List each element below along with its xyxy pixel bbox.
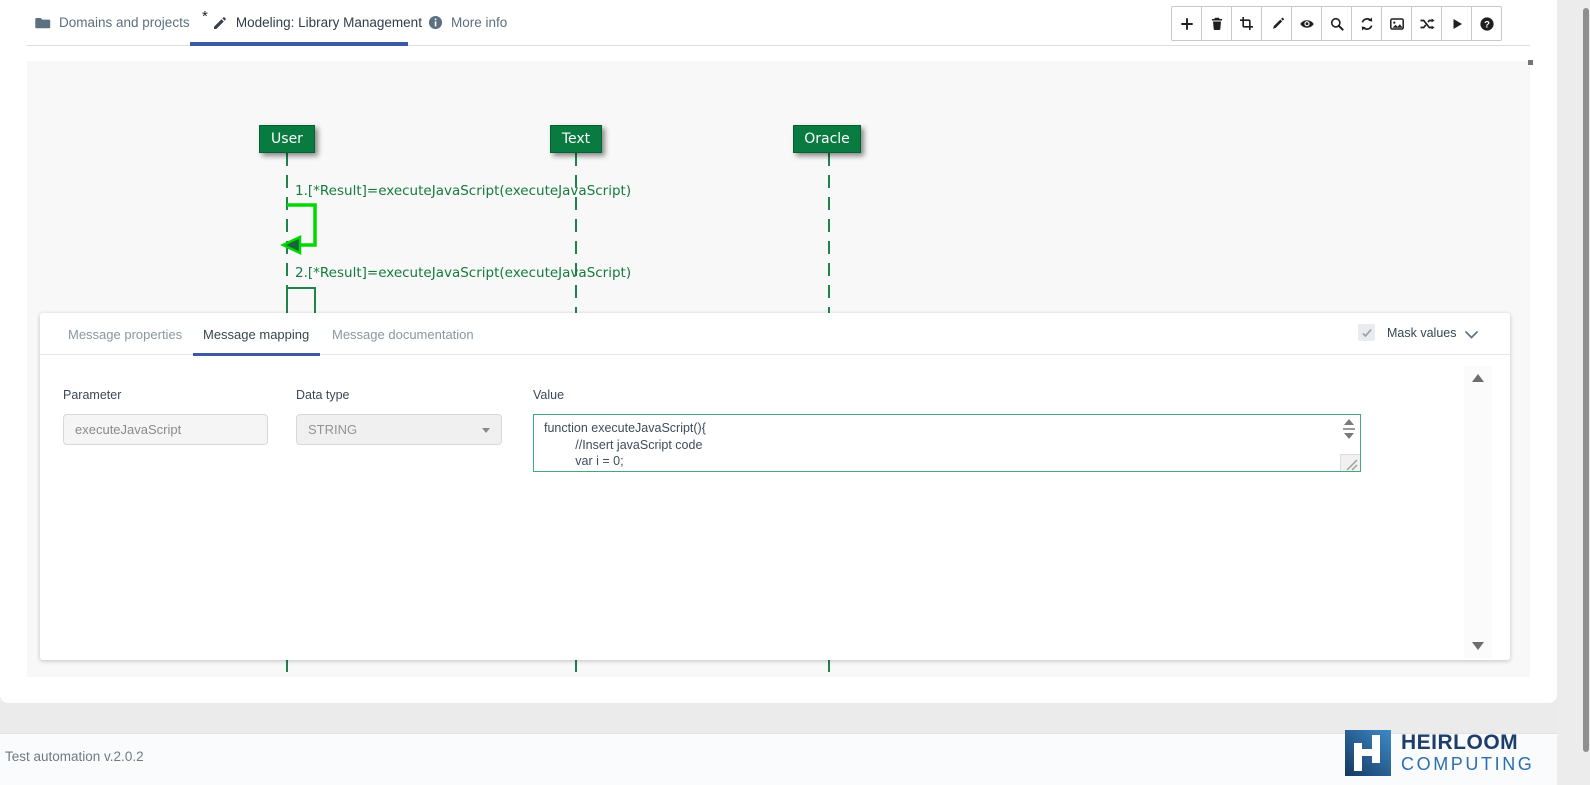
data-type-select-value: STRING [308, 422, 358, 437]
tab-message-properties-label: Message properties [68, 326, 183, 342]
message-2-self-loop[interactable] [287, 287, 316, 317]
plus-icon [1180, 17, 1193, 30]
pencil-icon [213, 16, 226, 29]
logo-line2: COMPUTING [1401, 754, 1535, 774]
parameter-label: Parameter [63, 388, 122, 402]
chevron-down-icon [1464, 330, 1479, 339]
scroll-down-arrow-icon[interactable] [1472, 642, 1484, 650]
panel-active-tab-underline [193, 353, 320, 356]
tab-domains-and-projects[interactable]: Domains and projects [35, 0, 190, 45]
crop-icon [1239, 16, 1253, 30]
eye-icon [1299, 19, 1314, 28]
heirloom-logo-icon [1345, 730, 1391, 776]
logo-text: HEIRLOOM COMPUTING [1401, 731, 1535, 775]
tab-message-properties[interactable]: Message properties [68, 313, 182, 355]
tab-modeling-label: Modeling: Library Management [235, 15, 422, 30]
message-1-label[interactable]: 1.[*Result]=executeJavaScript(executeJav… [295, 183, 632, 199]
data-type-select[interactable]: STRING [296, 414, 502, 445]
info-icon [428, 15, 443, 30]
help-icon: ? [1479, 16, 1494, 31]
active-tab-underline [190, 42, 408, 46]
collapse-panel-button[interactable] [1464, 327, 1479, 345]
mask-values-control[interactable]: Mask values [1358, 324, 1456, 341]
tab-modeling[interactable]: * Modeling: Library Management [202, 0, 422, 45]
lifeline-user-label: User [271, 131, 303, 147]
tab-bar-divider [27, 45, 1530, 46]
tab-message-mapping[interactable]: Message mapping [203, 313, 309, 355]
folder-icon [35, 17, 51, 28]
value-code-editor[interactable]: function executeJavaScript(){ //Insert j… [533, 414, 1361, 472]
add-button[interactable] [1171, 6, 1202, 41]
trash-icon [1211, 17, 1222, 30]
magic-wand-button[interactable] [1261, 6, 1292, 41]
value-scroll-stepper[interactable] [1343, 419, 1355, 439]
stepper-down-icon [1344, 432, 1354, 439]
svg-text:?: ? [1484, 19, 1490, 30]
preview-button[interactable] [1291, 6, 1322, 41]
lifeline-text-label: Text [561, 131, 591, 147]
tab-message-mapping-label: Message mapping [203, 326, 310, 342]
tab-more-info-label: More info [451, 15, 508, 30]
panel-scrollbar[interactable] [1464, 366, 1492, 658]
stepper-up-icon [1344, 419, 1354, 425]
parameter-input[interactable]: executeJavaScript [63, 414, 268, 445]
lifeline-head-user[interactable]: User [259, 125, 315, 153]
tab-domains-label: Domains and projects [59, 15, 190, 30]
window-scrollbar-thumb[interactable] [1583, 8, 1589, 752]
window-scrollbar-track[interactable] [1557, 0, 1590, 785]
lifeline-oracle-label: Oracle [804, 131, 850, 147]
message-1-arrowhead [280, 235, 302, 255]
play-icon [1453, 18, 1462, 29]
textarea-resize-grip[interactable] [1340, 454, 1360, 471]
unsaved-changes-marker: * [202, 8, 208, 25]
logo-line1: HEIRLOOM [1401, 731, 1519, 754]
app-version-text: Test automation v.2.0.2 [5, 749, 144, 764]
message-2-label[interactable]: 2.[*Result]=executeJavaScript(executeJav… [295, 265, 632, 281]
main-tab-bar: Domains and projects * Modeling: Library… [0, 0, 1557, 46]
crop-button[interactable] [1231, 6, 1262, 41]
message-panel: Message properties Message mapping Messa… [40, 313, 1510, 660]
image-icon [1389, 17, 1404, 30]
heirloom-computing-logo: HEIRLOOM COMPUTING [1345, 730, 1534, 776]
diagram-lines-layer [280, 153, 830, 672]
value-code-text: function executeJavaScript(){ //Insert j… [544, 421, 706, 468]
mask-values-label: Mask values [1387, 325, 1457, 340]
data-type-label: Data type [296, 388, 350, 402]
mask-values-checkbox[interactable] [1358, 324, 1375, 341]
tab-more-info[interactable]: More info [428, 0, 507, 45]
refresh-button[interactable] [1351, 6, 1382, 41]
delete-button[interactable] [1201, 6, 1232, 41]
help-button[interactable]: ? [1471, 6, 1502, 41]
resize-grip-icon [1346, 459, 1358, 471]
message-1-self-loop[interactable] [287, 203, 317, 247]
magic-wand-icon [1272, 16, 1284, 29]
search-icon [1330, 17, 1344, 31]
run-button[interactable] [1441, 6, 1472, 41]
tab-message-documentation[interactable]: Message documentation [332, 313, 474, 355]
image-button[interactable] [1381, 6, 1412, 41]
message-panel-tab-bar: Message properties Message mapping Messa… [40, 313, 1510, 356]
shuffle-button[interactable] [1411, 6, 1442, 41]
caret-down-icon [482, 428, 490, 433]
refresh-icon [1361, 17, 1372, 30]
lifeline-head-text[interactable]: Text [550, 125, 602, 153]
lifeline-head-oracle[interactable]: Oracle [793, 125, 861, 153]
diagram-resize-dot [1528, 60, 1533, 65]
search-button[interactable] [1321, 6, 1352, 41]
value-label: Value [533, 388, 565, 402]
tab-message-documentation-label: Message documentation [332, 326, 474, 342]
stepper-divider [1343, 428, 1355, 430]
parameter-input-value: executeJavaScript [75, 422, 182, 437]
scroll-up-arrow-icon[interactable] [1472, 374, 1484, 382]
shuffle-icon [1420, 18, 1435, 29]
diagram-toolbar: ? [1171, 6, 1502, 41]
checkmark-icon [1361, 328, 1372, 337]
footer-bar: Test automation v.2.0.2 HEIRLOOM COMPUTI… [0, 730, 1590, 785]
